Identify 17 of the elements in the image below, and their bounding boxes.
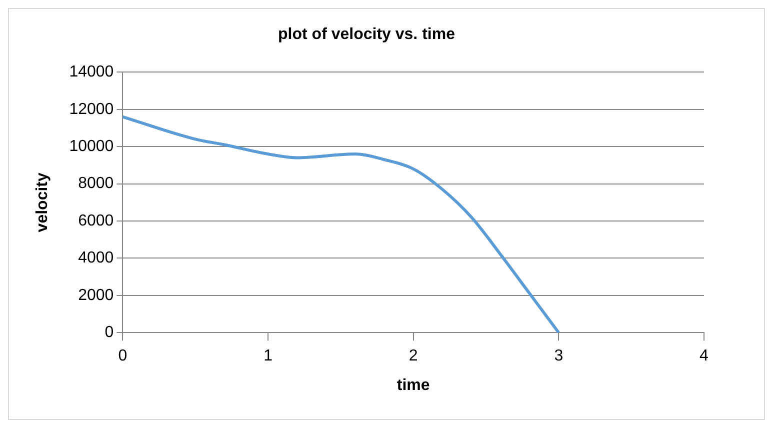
y-tick-label: 2000: [78, 286, 114, 304]
x-tick-label: 4: [700, 348, 709, 365]
y-tick-label: 4000: [78, 250, 114, 267]
y-tick-label: 10000: [69, 138, 114, 156]
x-tick-label: 2: [408, 348, 418, 365]
x-tick-label: 1: [264, 348, 273, 365]
chart-title: plot of velocity vs. time: [278, 26, 456, 44]
x-tick-label: 3: [554, 348, 564, 365]
y-axis-title: velocity: [34, 172, 52, 232]
y-tick-label: 6000: [78, 212, 114, 230]
x-tick-label: 0: [118, 348, 128, 365]
y-tick-label: 8000: [78, 175, 114, 192]
y-tick-label: 12000: [69, 100, 114, 118]
y-tick-label: 14000: [69, 64, 114, 81]
x-axis-title: time: [396, 376, 430, 394]
y-tick-label: 0: [104, 324, 114, 342]
line-series: [122, 115, 560, 333]
